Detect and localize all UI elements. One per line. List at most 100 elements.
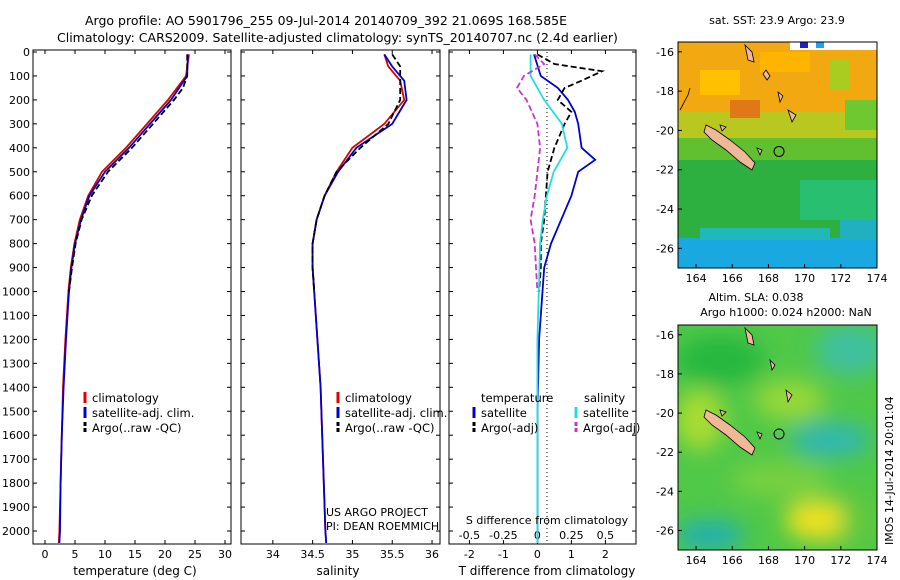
salinity-xlabel: salinity: [316, 564, 359, 578]
map-x-tick-label: 174: [867, 554, 888, 567]
x-tick-label: 10: [98, 548, 112, 561]
sla-blob: [815, 325, 877, 375]
sla-blob: [678, 335, 765, 385]
loyalty-island: [719, 409, 727, 417]
depth-tick-label: 2000: [2, 525, 30, 538]
depth-tick-label: 1100: [2, 309, 30, 322]
map-x-tick-label: 170: [794, 272, 815, 285]
map-x-tick-label: 168: [758, 272, 779, 285]
sla-field: [678, 325, 877, 550]
depth-tick-label: 500: [9, 166, 30, 179]
map-y-tick-label: -20: [656, 124, 674, 137]
difference-series: [515, 53, 606, 543]
map-y-tick-label: -26: [656, 524, 674, 537]
temperature-xlabel: temperature (deg C): [73, 564, 196, 578]
vanuatu-island: [787, 109, 797, 123]
sla-blob: [785, 500, 855, 540]
depth-tick-label: 0: [23, 46, 30, 59]
map-y-tick-label: -24: [656, 203, 674, 216]
sla-blob: [678, 390, 725, 450]
series-line-satellite-adj-clim-: [311, 53, 408, 544]
difference-x-ticks: -2 -1 0 1 2-0.5 -0.25 0 0.25 0.5: [459, 50, 614, 561]
map-y-tick-label: -22: [656, 164, 674, 177]
sla-y-ticks: -16 -18 -20 -22 -24 -26: [656, 329, 682, 537]
sst-patch: [800, 180, 877, 220]
depth-tick-label: 1900: [2, 501, 30, 514]
pi-label: PI: DEAN ROEMMICH: [326, 520, 439, 533]
salinity-y-ticks: [241, 51, 440, 532]
sst-patches: [678, 52, 877, 268]
depth-tick-label: 800: [9, 238, 30, 251]
sla-blob: [678, 520, 745, 550]
sst-map-title: sat. SST: 23.9 Argo: 23.9: [709, 14, 845, 27]
depth-tick-label: 200: [9, 94, 30, 107]
x-tick-label: 2: [602, 548, 609, 561]
x-tick-label: 25: [188, 548, 202, 561]
project-label: US ARGO PROJECT: [326, 506, 428, 519]
depth-tick-label: 100: [9, 70, 30, 83]
loyalty-island: [756, 147, 763, 157]
series-line-argo-raw-qc-: [311, 53, 402, 292]
x-tick-label: 15: [128, 548, 142, 561]
map-x-tick-label: 168: [758, 554, 779, 567]
map-x-tick-label: 172: [830, 554, 851, 567]
legend-salinity-header: salinity: [584, 391, 625, 405]
x-tick-label: 35.5: [380, 548, 405, 561]
x-tick-label: 35: [345, 548, 359, 561]
legend-t-argo-label: Argo(-adj): [481, 421, 538, 435]
vanuatu-island: [785, 389, 793, 404]
vanuatu-island: [777, 91, 784, 104]
temperature-series: [57, 54, 190, 544]
depth-tick-label: 300: [9, 118, 30, 131]
difference-y-ticks: [449, 51, 636, 532]
depth-tick-label: 1400: [2, 381, 30, 394]
difference-xlabel: T difference from climatology: [458, 564, 636, 578]
x-tick-label-top: -0.5: [459, 529, 480, 542]
depth-tick-label: 1300: [2, 357, 30, 370]
sst-patch: [845, 100, 877, 130]
series-line-t-satellite: [533, 54, 597, 543]
map-y-tick-label: -22: [656, 446, 674, 459]
map-x-tick-label: 164: [686, 272, 707, 285]
difference-axes-frame: [448, 49, 637, 545]
timestamp-watermark: IMOS 14-Jul-2014 20:01:04: [883, 396, 896, 545]
sst-patch: [760, 52, 810, 72]
coastline-outline: [679, 87, 691, 111]
x-tick-label: -1: [498, 548, 509, 561]
depth-tick-label: 1600: [2, 429, 30, 442]
legend-satellite-label: satellite-adj. clim.: [92, 406, 194, 420]
sla-blobs: [678, 325, 877, 550]
depth-tick-label: 1000: [2, 286, 30, 299]
legend-argo-label: Argo(..raw -QC): [92, 421, 182, 435]
temperature-panel: 0100200300400500600700800900100011001200…: [2, 46, 232, 578]
x-tick-label: 0: [534, 548, 541, 561]
difference-xlabel-top: S difference from climatology: [466, 514, 629, 527]
sla-map-frame: [677, 324, 878, 551]
temperature-axes-frame: [32, 49, 232, 545]
temperature-legend: climatology satellite-adj. clim. Argo(..…: [83, 391, 194, 435]
map-x-tick-label: 166: [722, 554, 743, 567]
sst-patch: [730, 100, 760, 118]
map-y-tick-label: -26: [656, 242, 674, 255]
argo-position-marker: [773, 145, 785, 157]
series-line-s-satellite: [529, 54, 569, 543]
series-line-climatology: [57, 54, 190, 544]
x-tick-label-top: 0.5: [597, 529, 615, 542]
sst-map-frame: [677, 41, 878, 269]
legend-climatology-label: climatology: [92, 391, 159, 405]
loyalty-island: [719, 124, 727, 132]
x-tick-label-top: -0.25: [489, 529, 517, 542]
sst-cool-corner: [840, 220, 877, 240]
sla-blob: [755, 380, 825, 420]
series-line-t-argo-adj-: [536, 53, 606, 292]
depth-ticks: 0 100 200 300 400 500 600 700 800 900 1000 1100 1200…: [2, 46, 231, 538]
vanuatu-island: [762, 69, 771, 81]
depth-tick-label: 700: [9, 214, 30, 227]
map-y-tick-label: -18: [656, 368, 674, 381]
sst-land: [679, 43, 797, 171]
map-x-tick-label: 174: [867, 272, 888, 285]
difference-panel: -2 -1 0 1 2-0.5 -0.25 0 0.25 0.5 S difference fr…: [448, 49, 640, 578]
x-tick-label: 5: [72, 548, 79, 561]
depth-tick-label: 1800: [2, 477, 30, 490]
x-tick-label-top: 0.25: [559, 529, 584, 542]
